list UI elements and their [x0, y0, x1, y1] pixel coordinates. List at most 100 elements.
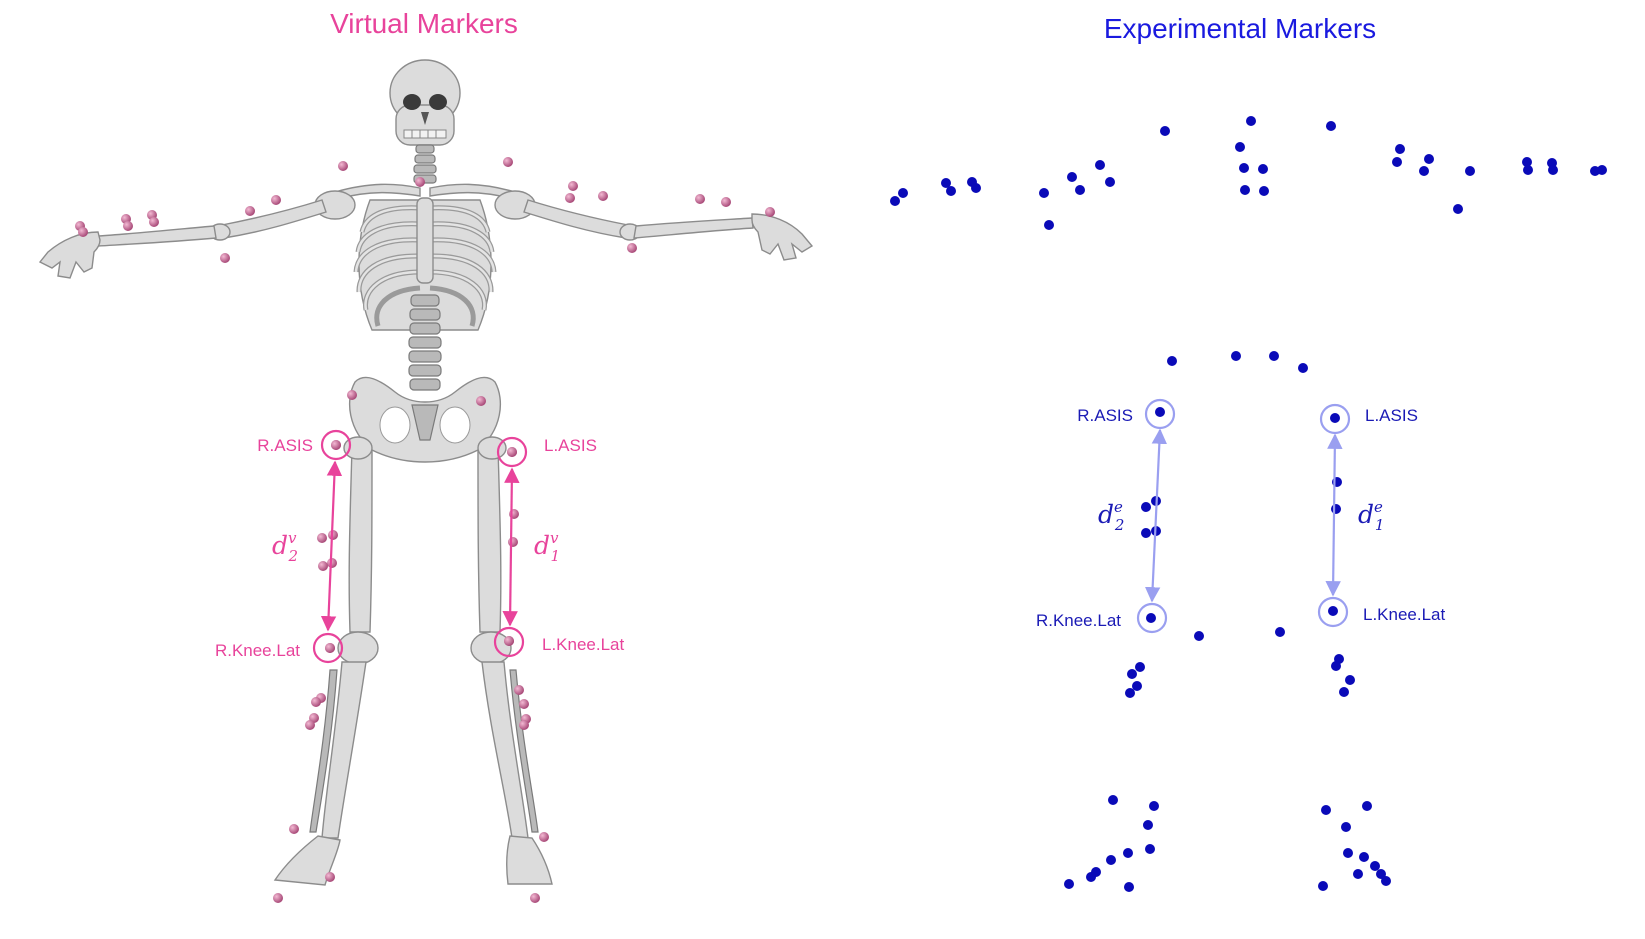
- experimental-label-l-knee-lat: L.Knee.Lat: [1363, 605, 1446, 624]
- virtual-marker-r-knee-lat: [325, 643, 335, 653]
- experimental-marker-l-asis: [1330, 413, 1340, 423]
- virtual-distance-right-symbol: dv 2: [272, 529, 298, 565]
- virtual-marker-l-knee-lat: [504, 636, 514, 646]
- virtual-label-l-asis: L.ASIS: [544, 436, 597, 455]
- experimental-marker: [1067, 172, 1077, 182]
- virtual-marker: [245, 206, 255, 216]
- experimental-marker: [1465, 166, 1475, 176]
- experimental-marker: [1339, 687, 1349, 697]
- virtual-marker: [519, 699, 529, 709]
- virtual-marker: [514, 685, 524, 695]
- experimental-marker: [1143, 820, 1153, 830]
- experimental-marker: [946, 186, 956, 196]
- experimental-marker: [1331, 661, 1341, 671]
- experimental-marker: [1419, 166, 1429, 176]
- experimental-marker: [1141, 528, 1151, 538]
- experimental-marker: [1160, 126, 1170, 136]
- virtual-marker: [627, 243, 637, 253]
- experimental-distance-arrow-right: [1144, 428, 1168, 603]
- experimental-marker: [1105, 177, 1115, 187]
- experimental-marker: [1376, 869, 1386, 879]
- virtual-marker: [765, 207, 775, 217]
- experimental-marker: [1075, 185, 1085, 195]
- experimental-marker: [1149, 801, 1159, 811]
- virtual-marker: [123, 221, 133, 231]
- experimental-marker: [1343, 848, 1353, 858]
- virtual-marker: [503, 157, 513, 167]
- experimental-marker: [1275, 627, 1285, 637]
- experimental-marker: [1141, 502, 1151, 512]
- virtual-marker-r-asis: [331, 440, 341, 450]
- experimental-marker: [1331, 504, 1341, 514]
- experimental-marker-r-knee-lat: [1146, 613, 1156, 623]
- virtual-label-r-knee-lat: R.Knee.Lat: [215, 641, 300, 660]
- experimental-marker: [1597, 165, 1607, 175]
- virtual-label-l-knee-lat: L.Knee.Lat: [542, 635, 625, 654]
- virtual-marker: [317, 533, 327, 543]
- virtual-marker: [568, 181, 578, 191]
- virtual-marker: [695, 194, 705, 204]
- experimental-marker: [1298, 363, 1308, 373]
- experimental-marker: [1395, 144, 1405, 154]
- virtual-marker: [338, 161, 348, 171]
- experimental-marker: [1370, 861, 1380, 871]
- experimental-marker-l-knee-lat: [1328, 606, 1338, 616]
- virtual-ring-l-knee-lat: [493, 626, 525, 658]
- virtual-marker: [598, 191, 608, 201]
- experimental-marker: [1269, 351, 1279, 361]
- virtual-distance-left-symbol: dv 1: [534, 529, 560, 565]
- experimental-marker-cloud: [890, 116, 1607, 892]
- experimental-marker: [1424, 154, 1434, 164]
- experimental-marker: [1124, 882, 1134, 892]
- experimental-highlight-rings: [1136, 398, 1351, 634]
- virtual-marker: [721, 197, 731, 207]
- virtual-marker: [305, 720, 315, 730]
- experimental-marker: [1326, 121, 1336, 131]
- virtual-distance-arrow-left: [502, 467, 520, 627]
- experimental-marker: [1095, 160, 1105, 170]
- experimental-marker: [1039, 188, 1049, 198]
- skeleton-illustration: [38, 59, 814, 886]
- virtual-ring-l-asis: [496, 436, 528, 468]
- experimental-marker: [1341, 822, 1351, 832]
- experimental-marker: [1246, 116, 1256, 126]
- virtual-ring-r-asis: [320, 429, 352, 461]
- experimental-marker: [1239, 163, 1249, 173]
- virtual-marker: [289, 824, 299, 834]
- experimental-ring-l-knee-lat: [1317, 596, 1349, 628]
- virtual-markers-title: Virtual Markers: [330, 8, 518, 39]
- experimental-marker: [1135, 662, 1145, 672]
- experimental-marker: [1125, 688, 1135, 698]
- experimental-distance-right-symbol: de 2: [1098, 498, 1124, 534]
- virtual-marker: [149, 217, 159, 227]
- experimental-marker: [1318, 881, 1328, 891]
- experimental-marker: [941, 178, 951, 188]
- experimental-marker: [1353, 869, 1363, 879]
- virtual-marker: [220, 253, 230, 263]
- experimental-marker: [1362, 801, 1372, 811]
- experimental-marker: [1522, 157, 1532, 167]
- experimental-marker: [1359, 852, 1369, 862]
- experimental-marker: [890, 196, 900, 206]
- experimental-marker-r-asis: [1155, 407, 1165, 417]
- virtual-marker: [78, 227, 88, 237]
- virtual-marker: [347, 390, 357, 400]
- experimental-marker: [1132, 681, 1142, 691]
- virtual-marker: [539, 832, 549, 842]
- virtual-ring-r-knee-lat: [312, 632, 344, 664]
- experimental-marker: [1108, 795, 1118, 805]
- experimental-marker: [898, 188, 908, 198]
- experimental-marker: [1044, 220, 1054, 230]
- experimental-ring-l-asis: [1319, 403, 1351, 435]
- experimental-markers-title: Experimental Markers: [1104, 13, 1376, 44]
- experimental-marker: [1259, 186, 1269, 196]
- virtual-marker: [508, 537, 518, 547]
- virtual-label-r-asis: R.ASIS: [257, 436, 313, 455]
- virtual-marker: [415, 177, 425, 187]
- experimental-marker: [1064, 879, 1074, 889]
- virtual-highlight-rings: [312, 429, 528, 664]
- experimental-marker: [1523, 165, 1533, 175]
- virtual-distance-arrow-right: [320, 460, 343, 632]
- experimental-marker: [1086, 872, 1096, 882]
- experimental-label-r-asis: R.ASIS: [1077, 406, 1133, 425]
